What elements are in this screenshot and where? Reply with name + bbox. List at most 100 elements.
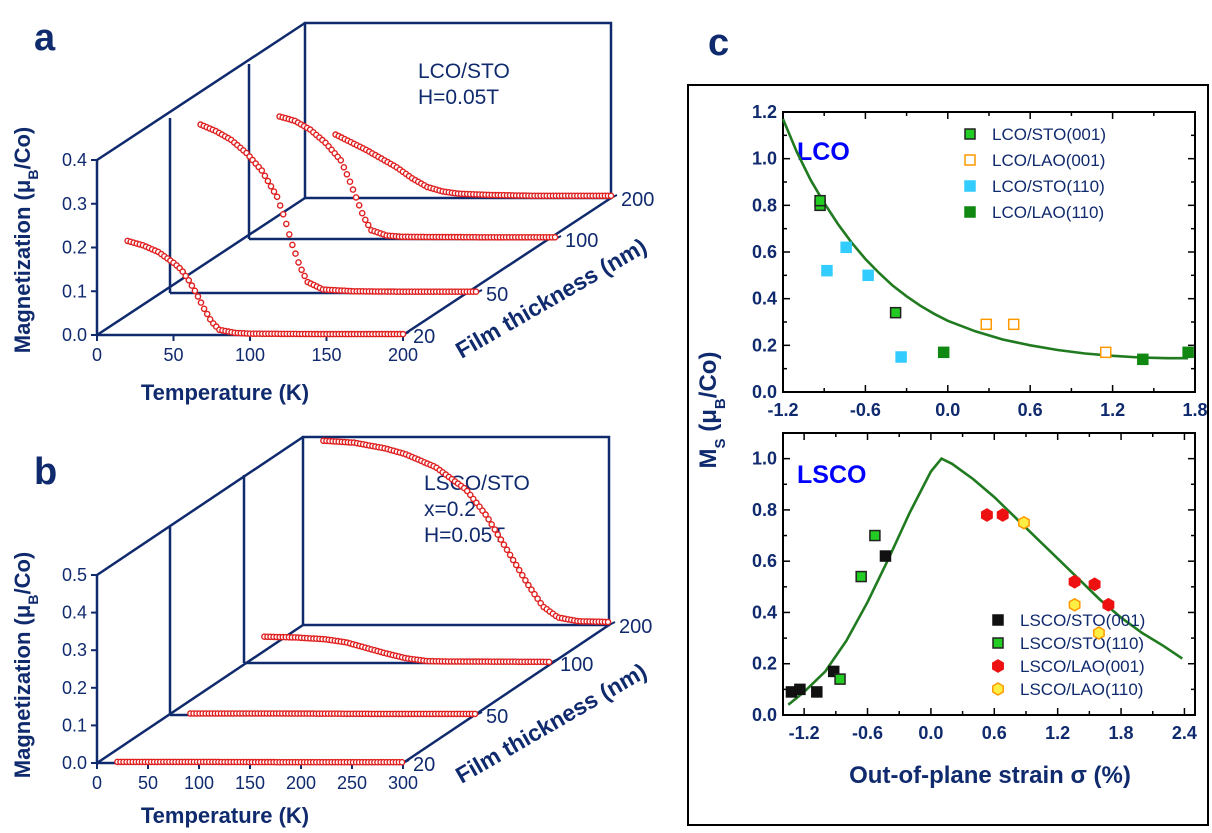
data-point	[185, 276, 193, 284]
data-point	[398, 758, 406, 766]
data-point	[298, 266, 305, 274]
x-axis-title: Temperature (K)	[141, 380, 309, 405]
x-tick-label: 50	[163, 345, 183, 365]
data-point	[188, 282, 196, 289]
y-tick-label: 0.4	[62, 150, 87, 170]
panel-subtitle: LCO	[797, 138, 850, 166]
y-tick-label: 0.2	[62, 678, 87, 698]
back-wall	[303, 21, 613, 200]
data-point	[515, 566, 523, 574]
data-point	[264, 177, 272, 185]
annotation-line: H=0.05T	[418, 86, 499, 109]
z-axis-title: Film thickness (nm)	[451, 658, 651, 789]
x-tick-label: 100	[184, 773, 214, 793]
y-tick-label: 0.0	[752, 382, 777, 402]
data-point	[840, 241, 852, 254]
y-tick-label: 0.2	[752, 654, 777, 674]
series-LCO/STO(001): LCO/STO(001)	[814, 125, 1106, 319]
fit-curve	[787, 456, 1184, 706]
panel-c-lco-plot: -1.2 -0.6 0.0 0.6 1.2 1.8 0.0 0.2 0.4 0.6 0.8 1.0 1.…	[752, 102, 1208, 420]
x-tick-label: 300	[388, 773, 418, 793]
panel-subtitle: LSCO	[797, 461, 866, 489]
annotation-line: LCO/STO	[418, 60, 510, 83]
data-point	[869, 529, 881, 542]
data-point	[1092, 626, 1105, 640]
y-tick-label: 0.4	[752, 289, 777, 309]
x-tick-label: -1.2	[767, 400, 798, 420]
data-point	[471, 710, 479, 718]
data-point	[895, 351, 907, 363]
data-point	[206, 315, 214, 323]
data-point	[811, 686, 823, 698]
data-point	[604, 618, 612, 626]
legend-label: LSCO/LAO(001)	[1020, 657, 1145, 676]
x-tick-label: 200	[388, 345, 418, 365]
data-point	[1007, 318, 1020, 331]
data-point	[258, 167, 266, 174]
data-point	[992, 637, 1004, 649]
data-point	[497, 536, 505, 543]
data-point	[179, 268, 186, 275]
x-tick-label: 0.6	[1018, 400, 1043, 420]
data-point	[340, 163, 348, 171]
x-tick-label: -0.6	[852, 723, 883, 743]
series-20nm	[124, 237, 407, 338]
y-tick-label: 0.0	[752, 705, 777, 725]
data-point	[182, 272, 189, 280]
y-axis-title: Magnetization (μB/Co)	[10, 552, 41, 778]
series-200nm	[320, 437, 612, 626]
data-point	[551, 233, 559, 241]
data-point	[531, 590, 538, 598]
x-tick-label: -1.2	[789, 723, 820, 743]
y-tick-label: 0.3	[62, 640, 87, 660]
y-tick-label: 0.4	[62, 603, 87, 623]
series-LSCO/LAO(110): LSCO/LAO(110)	[992, 515, 1143, 699]
data-point	[1182, 346, 1194, 359]
x-tick-label: 150	[235, 773, 265, 793]
data-point	[992, 659, 1004, 673]
legend-label: LCO/LAO(110)	[992, 203, 1104, 222]
annotation-line: x=0.2	[424, 498, 476, 521]
data-point	[1088, 577, 1101, 592]
series-LSCO/STO(001): LSCO/STO(001)	[785, 550, 1145, 698]
data-point	[512, 561, 520, 569]
x-tick-label: 1.8	[1182, 400, 1207, 420]
x-axis-title: Temperature (K)	[141, 803, 309, 828]
panel-label-c: c	[708, 22, 729, 64]
data-point	[485, 516, 492, 523]
data-point	[301, 272, 308, 280]
series-LSCO/LAO(001): LSCO/LAO(001)	[980, 508, 1145, 676]
y-tick-label: 1.2	[752, 102, 777, 122]
data-point	[1068, 574, 1081, 589]
z-tick-label: 50	[486, 284, 508, 306]
data-point	[528, 586, 535, 594]
y-tick-label: 0.6	[752, 242, 777, 262]
data-point	[276, 202, 284, 209]
data-point	[996, 508, 1009, 522]
data-point	[607, 192, 615, 200]
series-50nm	[197, 121, 480, 296]
data-point	[358, 209, 366, 217]
data-point	[964, 206, 976, 218]
data-point	[295, 259, 302, 266]
data-point	[267, 182, 275, 190]
annotation-line: LSCO/STO	[424, 472, 530, 495]
data-point	[509, 556, 517, 564]
data-point	[364, 221, 372, 229]
annotation-line: H=0.05T	[424, 524, 505, 547]
legend-label: LSCO/STO(001)	[1020, 611, 1145, 630]
data-point	[279, 210, 287, 218]
data-point	[889, 306, 902, 319]
legend-label: LSCO/STO(110)	[1020, 634, 1144, 653]
panel-c-border	[687, 84, 1209, 826]
y-tick-label: 0.0	[62, 753, 87, 773]
data-point	[349, 186, 357, 193]
data-point	[491, 526, 499, 533]
series-LSCO/STO(110): LSCO/STO(110)	[834, 529, 1144, 685]
z-axis-title: Film thickness (nm)	[451, 233, 651, 364]
z-tick-label: 200	[619, 616, 652, 638]
x-tick-label: 0	[92, 345, 102, 365]
data-point	[343, 170, 351, 178]
